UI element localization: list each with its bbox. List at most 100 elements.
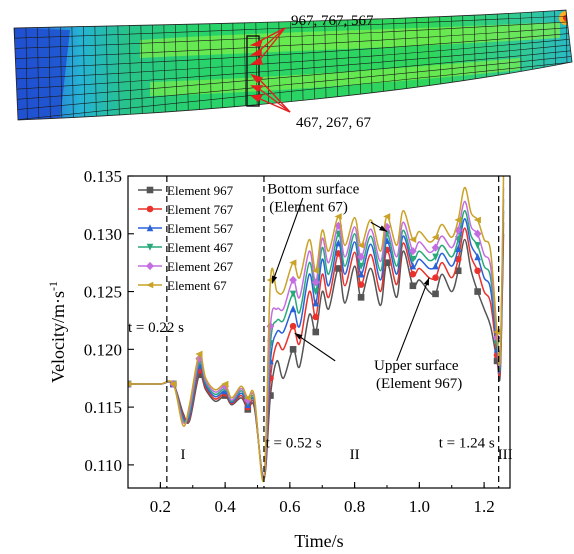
legend-marker-1 bbox=[146, 205, 154, 213]
series-3-point-36 bbox=[432, 253, 439, 261]
series-3-point-42 bbox=[474, 242, 481, 250]
series-2-point-27 bbox=[357, 270, 365, 278]
x-tick-label-0: 0.2 bbox=[150, 497, 171, 516]
vline-label-1: t = 0.52 s bbox=[266, 436, 322, 452]
series-line-1 bbox=[128, 222, 505, 480]
annotation-0-arrow-a-head bbox=[272, 275, 278, 284]
annotation-1-arrow-b-head bbox=[423, 277, 430, 286]
series-4 bbox=[128, 187, 505, 481]
annotation-1-arrow-b bbox=[396, 277, 430, 362]
series-2-point-36 bbox=[432, 262, 439, 270]
y-tick-label-0: 0.110 bbox=[84, 456, 122, 475]
y-tick-label-5: 0.135 bbox=[84, 167, 122, 186]
series-0-point-24 bbox=[335, 265, 342, 272]
series-0-point-6 bbox=[195, 371, 203, 379]
series-5-point-3 bbox=[169, 380, 177, 388]
series-line-5 bbox=[128, 176, 505, 483]
x-tick-label-3: 0.8 bbox=[344, 497, 365, 516]
series-2-point-42 bbox=[474, 253, 481, 261]
series-2-point-21 bbox=[312, 299, 320, 307]
series-0-point-15 bbox=[267, 392, 274, 399]
vline-label-2: t = 1.24 s bbox=[439, 436, 495, 452]
series-5-point-39 bbox=[454, 216, 462, 224]
series-line-0 bbox=[128, 233, 505, 480]
series-0-point-21 bbox=[312, 328, 320, 336]
series-4-point-27 bbox=[357, 252, 365, 261]
series-4-point-21 bbox=[311, 278, 320, 287]
series-5-point-33 bbox=[409, 236, 417, 243]
legend-label-0: Element 967 bbox=[167, 183, 234, 198]
legend-marker-4 bbox=[146, 261, 154, 271]
series-0-point-36 bbox=[432, 290, 439, 298]
series-5 bbox=[128, 176, 505, 483]
series-line-4 bbox=[128, 187, 505, 481]
legend-label-2: Element 567 bbox=[167, 221, 234, 236]
annotation-1-arrow-a-head bbox=[294, 333, 303, 340]
legend-label-5: Element 67 bbox=[167, 278, 227, 293]
series-5-point-9 bbox=[221, 380, 229, 388]
series-layer bbox=[128, 176, 505, 483]
y-tick-label-2: 0.120 bbox=[84, 340, 122, 359]
series-0-point-18 bbox=[289, 346, 297, 353]
series-2-point-18 bbox=[289, 305, 297, 313]
series-4-point-33 bbox=[408, 247, 417, 256]
legend-label-1: Element 767 bbox=[167, 202, 234, 217]
annotation-0: Bottom surface (Element 67) bbox=[267, 181, 359, 215]
series-3-point-33 bbox=[409, 255, 417, 263]
velocity-chart: 0.2 0.4 0.6 0.8 1.0 1.2 0.110 0.115 0.120 0.125 0.… bbox=[46, 167, 513, 551]
annotation-0-line-1: (Element 67) bbox=[269, 199, 348, 215]
series-5-point-12 bbox=[243, 394, 252, 402]
series-0-point-33 bbox=[409, 282, 417, 290]
legend-marker-0 bbox=[146, 186, 154, 194]
x-tick-label-1: 0.4 bbox=[214, 497, 236, 516]
series-0-point-42 bbox=[474, 288, 481, 295]
element-arrows bbox=[249, 27, 291, 113]
region-label-2: III bbox=[498, 447, 513, 463]
series-line-3 bbox=[128, 199, 505, 480]
series-0-point-30 bbox=[383, 259, 391, 266]
vline-layer bbox=[166, 176, 500, 488]
annotation-1-line-1: (Element 967) bbox=[376, 376, 462, 392]
series-2-point-39 bbox=[454, 245, 462, 253]
beam-contour bbox=[14, 10, 572, 120]
series-2 bbox=[128, 210, 505, 480]
series-1-point-18 bbox=[289, 322, 297, 330]
annotation-1: Upper surface (Element 967) bbox=[374, 358, 462, 392]
series-4-point-42 bbox=[473, 229, 482, 238]
series-3-point-18 bbox=[289, 290, 297, 298]
series-0-point-39 bbox=[454, 267, 462, 275]
bottom-elements-label: 467, 267, 67 bbox=[296, 115, 372, 131]
series-3-point-27 bbox=[357, 262, 365, 270]
annotation-0-arrow-b-head bbox=[379, 225, 387, 232]
series-1-point-27 bbox=[357, 281, 365, 288]
series-1-point-24 bbox=[335, 250, 342, 257]
series-1-point-42 bbox=[474, 267, 481, 275]
series-1-point-33 bbox=[409, 270, 417, 278]
annotation-0-line-0: Bottom surface bbox=[267, 181, 359, 197]
series-5-point-0 bbox=[128, 380, 132, 388]
y-tick-label-1: 0.115 bbox=[84, 398, 122, 417]
legend-label-4: Element 267 bbox=[167, 259, 234, 274]
legend: Element 967 Element 767 Element 567 Element… bbox=[138, 183, 234, 293]
series-5-point-27 bbox=[357, 242, 365, 249]
series-5-point-6 bbox=[195, 350, 203, 358]
tick-layer: 0.2 0.4 0.6 0.8 1.0 1.2 0.110 0.115 0.120 0.125 0.… bbox=[84, 167, 495, 516]
annotation-0-arrow-a bbox=[271, 197, 304, 284]
x-tick-label-2: 0.6 bbox=[279, 497, 300, 516]
series-5-point-21 bbox=[311, 267, 320, 275]
y-tick-label-4: 0.130 bbox=[84, 225, 122, 244]
series-0-point-27 bbox=[357, 294, 365, 301]
top-elements-label: 967, 767, 567 bbox=[291, 13, 374, 29]
y-axis-title-main: Velocity/m·s bbox=[48, 291, 68, 383]
series-3-point-21 bbox=[312, 288, 320, 296]
series-line-2 bbox=[128, 210, 505, 480]
series-5-point-36 bbox=[431, 233, 439, 241]
fe-model: 967, 767, 567 467, 267, 67 bbox=[13, 9, 573, 131]
series-4-point-36 bbox=[431, 243, 440, 252]
legend-marker-2 bbox=[146, 224, 154, 232]
x-tick-label-4: 1.0 bbox=[409, 497, 430, 516]
series-4-point-15 bbox=[266, 322, 275, 331]
vline-label-0: t = 0.22 s bbox=[128, 320, 184, 336]
